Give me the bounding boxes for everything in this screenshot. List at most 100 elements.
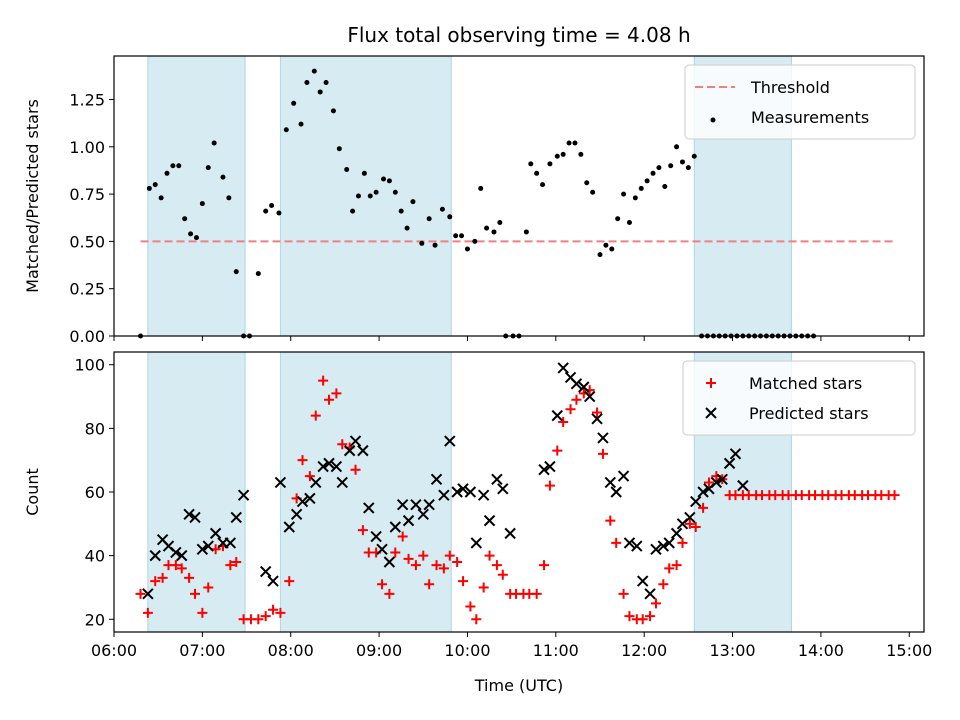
measurement-point: [164, 170, 170, 176]
legend-measurement-swatch: [710, 117, 716, 123]
predicted-star-point: [657, 540, 670, 552]
predicted-star-point: [451, 486, 463, 498]
measurement-point: [350, 208, 356, 214]
matched-star-point: [324, 394, 335, 405]
matched-star-point: [889, 490, 900, 501]
measurement-point: [656, 165, 662, 171]
measurement-point: [439, 206, 445, 212]
x-axis-label: Time (UTC): [474, 676, 563, 695]
measurement-point: [615, 216, 621, 222]
matched-star-point: [184, 572, 195, 583]
matched-star-point: [698, 502, 709, 513]
shaded-interval: [147, 351, 246, 633]
measurement-point: [188, 231, 194, 237]
measurement-point: [621, 191, 627, 197]
predicted-star-point: [343, 444, 356, 457]
predicted-star-point: [497, 483, 509, 495]
measurement-point: [472, 238, 478, 244]
x-tick-label: 12:00: [621, 641, 667, 660]
matched-star-point: [318, 375, 329, 386]
measurement-point: [255, 271, 261, 277]
matched-star-point: [297, 455, 308, 466]
matched-star-point: [690, 522, 701, 532]
matched-star-point: [275, 607, 286, 618]
matched-star-point: [397, 531, 408, 542]
measurement-point: [528, 161, 534, 167]
predicted-star-point: [583, 390, 596, 403]
predicted-star-point: [557, 362, 569, 374]
measurement-point: [410, 199, 416, 205]
predicted-star-point: [470, 537, 482, 549]
matched-star-point: [618, 588, 629, 599]
matched-star-point: [539, 560, 550, 571]
predicted-star-point: [189, 511, 201, 524]
bottom-panel: 20 40 60 80 100 06:00 07:00 08:00 09:00 10:00 11:0…: [23, 351, 932, 660]
predicted-star-point: [149, 549, 161, 562]
matched-star-point: [377, 579, 388, 590]
matched-star-point: [142, 607, 153, 618]
predicted-star-point: [349, 435, 362, 447]
measurement-point: [679, 159, 685, 165]
matched-star-point: [684, 518, 695, 529]
measurement-point: [199, 201, 205, 207]
measurement-point: [534, 170, 540, 176]
matched-star-point: [671, 560, 682, 571]
predicted-star-point: [697, 486, 709, 498]
measurement-point: [523, 229, 529, 235]
measurement-point: [311, 68, 317, 74]
predicted-star-point: [283, 521, 295, 533]
matched-star-point: [645, 611, 656, 622]
measurement-point: [269, 202, 275, 208]
predicted-star-point: [259, 565, 272, 578]
predicted-star-point: [504, 527, 516, 540]
measurement-point: [193, 235, 199, 241]
y-tick-label: 1.00: [69, 138, 105, 157]
predicted-star-point: [290, 508, 303, 520]
measurement-point: [211, 140, 217, 146]
y-axis-label: Matched/Predicted stars: [23, 99, 42, 293]
measurement-point: [478, 185, 484, 191]
predicted-star-point: [684, 511, 696, 524]
measurement-point: [426, 216, 432, 222]
measurement-point: [674, 144, 680, 150]
measurement-point: [638, 185, 644, 191]
predicted-star-point: [224, 537, 237, 549]
predicted-star-point: [430, 473, 443, 485]
matched-star-point: [418, 550, 429, 561]
measurement-point: [644, 178, 650, 184]
y-tick-label: 1.25: [69, 91, 105, 110]
predicted-star-point: [631, 540, 643, 552]
predicted-star-point: [457, 483, 469, 495]
measurement-point: [566, 140, 572, 146]
matched-star-point: [357, 525, 368, 536]
measurement-point: [632, 195, 638, 201]
measurement-point: [497, 219, 503, 225]
predicted-star-point: [196, 543, 209, 555]
predicted-star-point: [317, 460, 329, 473]
matched-star-point: [611, 537, 622, 548]
predicted-star-point: [410, 499, 422, 511]
measurement-point: [317, 89, 323, 95]
measurement-point: [668, 163, 674, 169]
predicted-star-point: [477, 489, 490, 501]
x-tick-label: 13:00: [709, 641, 755, 660]
matched-star-point: [664, 563, 675, 574]
predicted-star-point: [304, 492, 316, 505]
matched-star-point: [677, 537, 688, 548]
matched-star-point: [190, 588, 200, 599]
x-tick-label: 10:00: [444, 641, 490, 660]
figure-title: Flux total observing time = 4.08 h: [347, 23, 690, 47]
y-tick-label: 80: [85, 419, 105, 438]
measurement-point: [572, 140, 578, 146]
matched-star-point: [491, 560, 502, 571]
predicted-star-point: [551, 409, 563, 422]
matched-star-point: [544, 480, 555, 491]
measurement-point: [263, 208, 269, 214]
predicted-star-point: [444, 435, 456, 447]
legend-label: Predicted stars: [749, 404, 869, 423]
predicted-star-point: [464, 486, 477, 498]
matched-star-point: [268, 604, 279, 615]
predicted-star-point: [267, 575, 279, 587]
predicted-star-point: [491, 473, 503, 485]
predicted-star-point: [237, 489, 250, 501]
